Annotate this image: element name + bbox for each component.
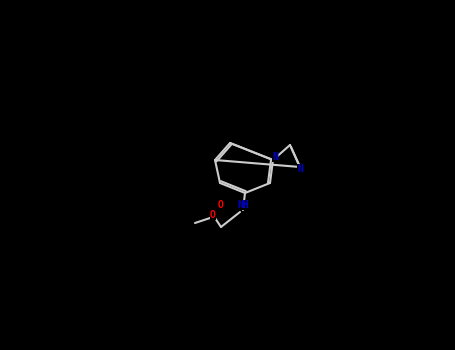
Text: O: O xyxy=(210,210,216,220)
Text: N: N xyxy=(272,152,278,162)
Text: N: N xyxy=(297,164,303,174)
Text: O: O xyxy=(218,200,224,210)
Text: NH: NH xyxy=(237,200,249,210)
